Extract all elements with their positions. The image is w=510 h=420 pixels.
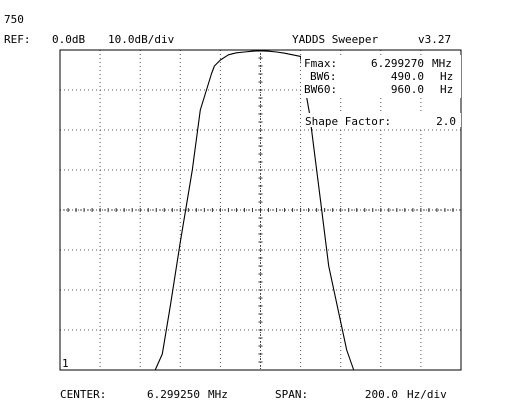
span-label: SPAN: — [275, 388, 309, 401]
bw6-label: BW6: — [310, 70, 337, 83]
center-value: 6.299250 — [147, 388, 200, 401]
bw60-unit: Hz — [440, 83, 454, 96]
bw60-value: 960.0 — [390, 83, 424, 96]
readout-box — [301, 55, 461, 98]
app-name: YADDS Sweeper — [292, 33, 379, 46]
shape-factor-label: Shape Factor: — [305, 115, 392, 128]
bw6-unit: Hz — [440, 70, 454, 83]
screen-title: 750 — [4, 13, 24, 26]
ref-level: 0.0dB — [52, 33, 86, 46]
span-value: 200.0 — [364, 388, 398, 401]
bw60-label: BW60: — [304, 83, 338, 96]
sweep-trace — [60, 50, 461, 371]
center-label: CENTER: — [60, 388, 107, 401]
plot-frame — [59, 49, 462, 371]
vertical-scale: 10.0dB/div — [108, 33, 175, 46]
fmax-label: Fmax: — [304, 57, 338, 70]
ref-label: REF: — [4, 33, 31, 46]
trace-marker-label: 1 — [62, 357, 69, 370]
center-unit: MHz — [208, 388, 228, 401]
shape-factor-value: 2.0 — [436, 115, 456, 128]
span-unit: Hz/div — [407, 388, 447, 401]
shape-factor-box — [301, 113, 461, 127]
fmax-value: 6.299270 — [371, 57, 424, 70]
bw6-value: 490.0 — [390, 70, 424, 83]
app-version: v3.27 — [418, 33, 452, 46]
fmax-unit: MHz — [432, 57, 452, 70]
